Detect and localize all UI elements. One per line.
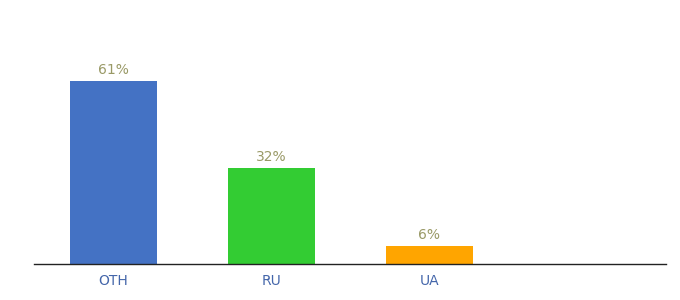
Text: 6%: 6% <box>418 228 440 242</box>
Bar <box>386 246 473 264</box>
Bar <box>69 81 156 264</box>
Text: 61%: 61% <box>98 63 129 77</box>
Text: 32%: 32% <box>256 150 286 164</box>
Bar <box>228 168 315 264</box>
